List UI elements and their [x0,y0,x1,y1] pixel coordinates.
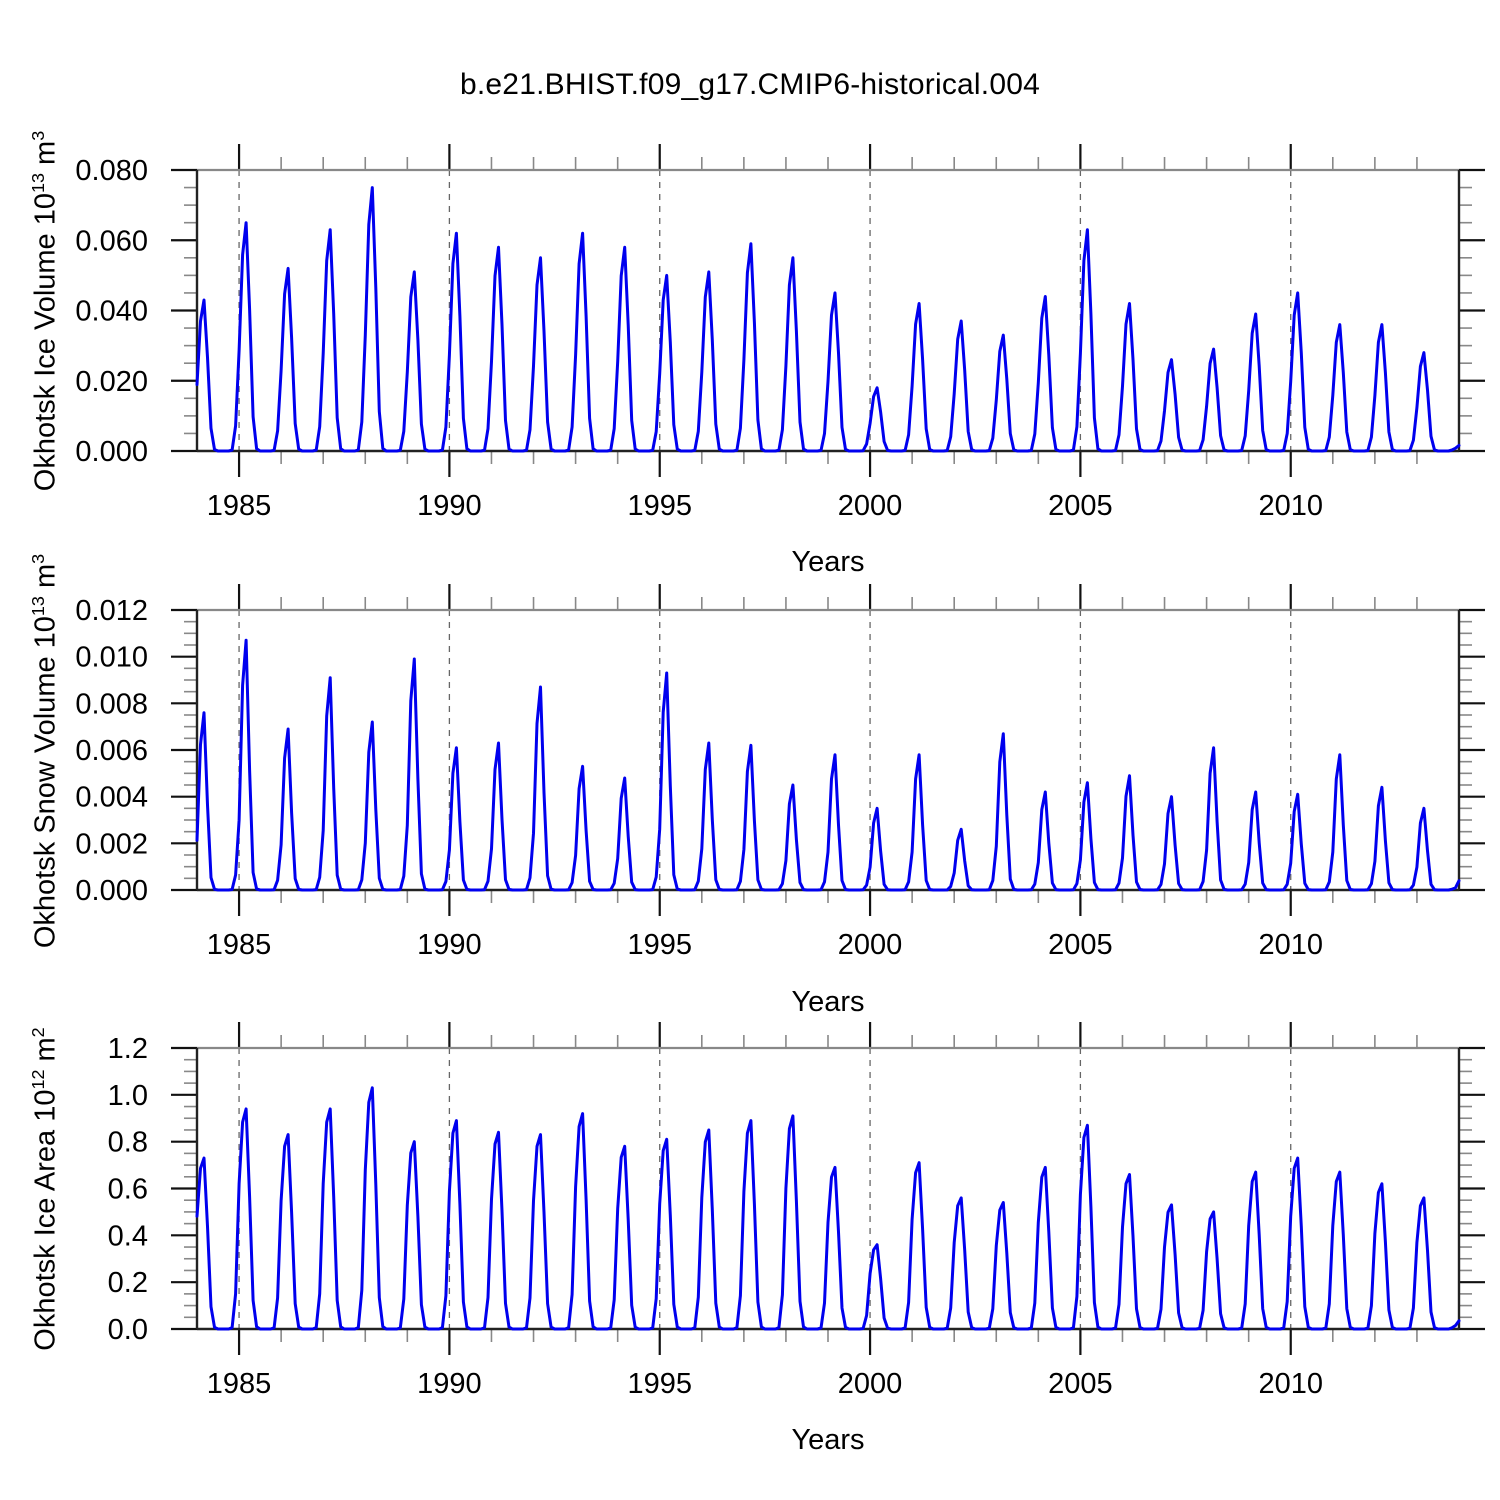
ice-area-ytick-label: 0.6 [108,1174,148,1206]
ylabel-exponent: 13 [28,173,48,193]
ylabel-exponent: 12 [28,1069,48,1090]
snow-volume-series-line [195,638,1461,892]
ice-area-frame [195,1046,1461,1331]
snow-volume-xtick-label: 1995 [627,929,692,961]
ylabel-snow-volume: Okhotsk Snow Volume 1013 m3 [19,501,62,1001]
ylabel-text: Okhotsk Ice Volume 10 [29,193,62,492]
ice-volume-xtick-label: 1990 [417,490,482,522]
snow-volume-xtick-label: 2005 [1048,929,1113,961]
ylabel-unit-exponent: 3 [28,553,48,564]
ylabel-unit: m [29,1037,62,1070]
ice-area-xtick-label: 1990 [417,1368,482,1400]
snow-volume-ytick-label: 0.010 [75,642,148,674]
ice-volume-xtick-label: 2005 [1048,490,1113,522]
ice-volume-gridlines [238,170,1292,451]
ice-volume-frame [195,168,1461,453]
ylabel-unit-exponent: 2 [28,1027,48,1038]
ylabel-unit: m [29,140,62,173]
snow-volume-frame [195,608,1461,892]
snow-volume-axes-ticks [171,584,1485,916]
ylabel-unit-exponent: 3 [28,130,48,141]
snow-volume-ytick-label: 0.002 [75,828,148,860]
ylabel-ice-area: Okhotsk Ice Area 1012 m2 [19,939,62,1439]
ylabel-exponent: 13 [28,596,48,617]
ice-area-ytick-label: 1.0 [108,1080,148,1112]
ice-volume-tick-labels: 0.000 0.020 0.040 0.060 0.080 1985 1990 1995 200… [75,155,1323,522]
ice-volume-series-line [195,186,1461,453]
ice-volume-ytick-label: 0.000 [75,436,148,468]
ice-volume-ytick-label: 0.080 [75,155,148,187]
panel-ice-area: 0.0 0.2 0.4 0.6 0.8 1.0 1.2 1985 1990 1995 2000 200… [108,1022,1485,1400]
ice-volume-xtick-label: 2000 [838,490,903,522]
panel-snow-volume: 0.000 0.002 0.004 0.006 0.008 0.010 0.012 1985 1… [75,584,1485,961]
snow-volume-ytick-label: 0.000 [75,875,148,907]
xaxis-title-panel1: Years [791,546,865,578]
ice-volume-xtick-label: 1985 [207,490,272,522]
ice-area-series-line [195,1086,1461,1331]
ice-area-ytick-label: 0.8 [108,1127,148,1159]
ice-area-xtick-label: 1985 [207,1368,272,1400]
ylabel-ice-volume: Okhotsk Ice Volume 1013 m3 [19,61,62,561]
snow-volume-ytick-label: 0.012 [75,595,148,627]
ylabel-text: Okhotsk Snow Volume 10 [29,616,62,949]
ylabel-unit: m [29,563,62,597]
snow-volume-ytick-label: 0.008 [75,688,148,720]
ice-area-tick-labels: 0.0 0.2 0.4 0.6 0.8 1.0 1.2 1985 1990 1995 2000 200… [108,1033,1323,1400]
ice-area-axes-ticks [171,1022,1485,1355]
xaxis-title-panel2: Years [791,986,865,1018]
xaxis-title-panel3: Years [791,1424,865,1456]
ice-area-ytick-label: 0.4 [108,1220,148,1252]
snow-volume-xtick-label: 2010 [1258,929,1323,961]
ice-volume-xtick-label: 1995 [627,490,692,522]
ice-area-xtick-label: 2000 [838,1368,903,1400]
snow-volume-tick-labels: 0.000 0.002 0.004 0.006 0.008 0.010 0.012 1985 1… [75,595,1323,961]
ice-volume-ytick-label: 0.040 [75,296,148,328]
ice-area-ytick-label: 0.2 [108,1267,148,1299]
snow-volume-xtick-label: 1985 [207,929,272,961]
snow-volume-xtick-label: 2000 [838,929,903,961]
ice-area-ytick-label: 1.2 [108,1033,148,1065]
snow-volume-xtick-label: 1990 [417,929,482,961]
ice-volume-ytick-label: 0.060 [75,225,148,257]
ice-area-gridlines [238,1048,1292,1329]
figure-title: b.e21.BHIST.f09_g17.CMIP6-historical.004 [460,68,1040,101]
ylabel-text: Okhotsk Ice Area 10 [29,1089,62,1351]
snow-volume-ytick-label: 0.004 [75,782,148,814]
ice-area-ytick-label: 0.0 [108,1314,148,1346]
ice-volume-ytick-label: 0.020 [75,366,148,398]
ice-area-xtick-label: 1995 [627,1368,692,1400]
snow-volume-ytick-label: 0.006 [75,735,148,767]
panel-ice-volume: 0.000 0.020 0.040 0.060 0.080 1985 1990 1995 200… [75,144,1485,522]
ice-area-xtick-label: 2010 [1258,1368,1323,1400]
ice-volume-xtick-label: 2010 [1258,490,1323,522]
ice-area-xtick-label: 2005 [1048,1368,1113,1400]
ice-volume-axes-ticks [171,144,1485,477]
